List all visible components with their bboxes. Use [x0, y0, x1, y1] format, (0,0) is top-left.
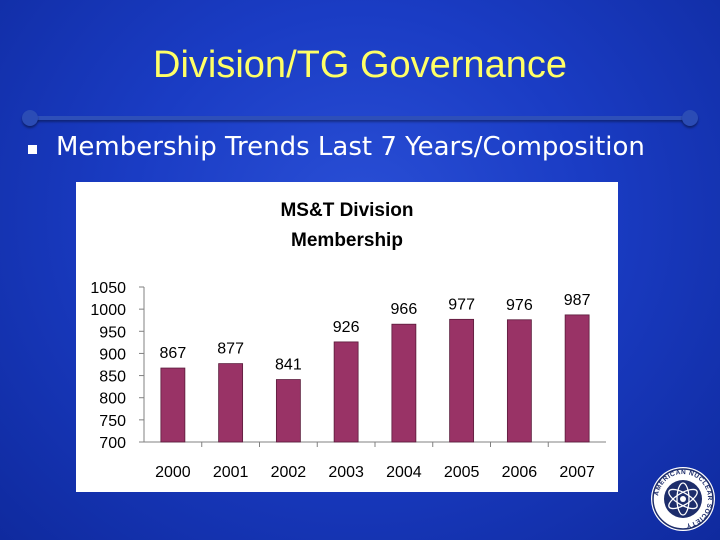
divider-right-dot	[682, 110, 698, 126]
data-label: 977	[448, 296, 475, 313]
slide-title: Division/TG Governance	[153, 44, 567, 86]
chart-panel: MS&T Division Membership 700 750 800 850 900…	[76, 182, 618, 492]
chart-title-line-2: Membership	[291, 230, 403, 251]
y-tick-label: 700	[99, 435, 126, 452]
x-tick-label: 2001	[213, 464, 249, 481]
bullet-text: Membership Trends Last 7 Years/Compositi…	[56, 132, 645, 162]
x-tick-label: 2005	[444, 464, 480, 481]
x-tick-label: 2007	[559, 464, 595, 481]
title-divider	[30, 116, 690, 120]
bar	[564, 314, 590, 443]
x-tick-label: 2006	[502, 464, 538, 481]
american-nuclear-society-seal-icon: AMERICAN NUCLEAR SOCIETY	[651, 467, 715, 531]
bar	[218, 363, 244, 443]
bar	[391, 323, 417, 443]
bullet-marker	[28, 145, 37, 154]
y-tick-label: 750	[99, 413, 126, 430]
data-label: 926	[333, 319, 360, 336]
y-tick-label: 800	[99, 391, 126, 408]
y-tick-label: 850	[99, 369, 126, 386]
bar	[160, 367, 186, 443]
data-label: 877	[217, 341, 244, 358]
y-tick-label: 1050	[90, 280, 126, 297]
x-tick-label: 2004	[386, 464, 422, 481]
data-label: 966	[391, 301, 418, 318]
bar	[333, 341, 359, 443]
bar	[506, 319, 532, 443]
data-label: 867	[160, 345, 187, 362]
chart-title-line-1: MS&T Division	[280, 200, 413, 221]
bar	[449, 318, 475, 443]
y-tick-label: 1000	[90, 302, 126, 319]
x-tick-label: 2002	[271, 464, 307, 481]
x-tick-label: 2003	[328, 464, 364, 481]
membership-bar-chart: MS&T Division Membership 700 750 800 850 900…	[90, 200, 606, 481]
x-tick-label: 2000	[155, 464, 191, 481]
data-label: 976	[506, 297, 533, 314]
x-axis-labels: 2000 2001 2002 2003 2004 2005 2006 2007	[155, 442, 595, 481]
data-label: 987	[564, 292, 591, 309]
divider-left-dot	[22, 110, 38, 126]
bar	[275, 379, 301, 443]
data-labels-group: 867 877 841 926 966 977 976 987	[160, 292, 591, 374]
y-tick-label: 900	[99, 346, 126, 363]
data-label: 841	[275, 357, 302, 374]
bars-group	[160, 314, 590, 443]
y-tick-label: 950	[99, 324, 126, 341]
y-axis-ticks: 700 750 800 850 900 950 1000 1050	[90, 280, 144, 452]
